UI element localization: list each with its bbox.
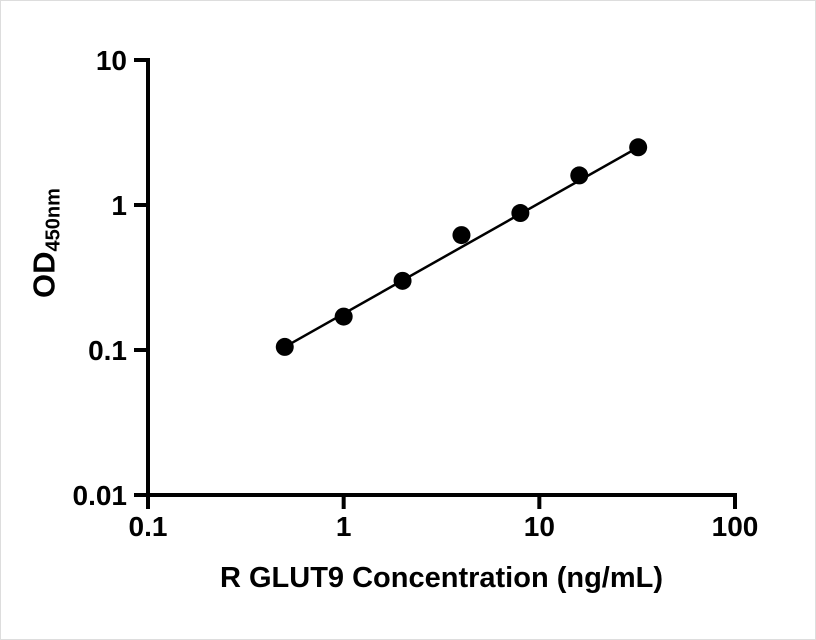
- x-tick-label: 1: [336, 511, 352, 542]
- x-tick-label: 10: [524, 511, 555, 542]
- y-tick-label: 0.01: [73, 480, 128, 511]
- y-tick-label: 10: [96, 45, 127, 76]
- x-tick-label: 0.1: [129, 511, 168, 542]
- x-tick-label: 100: [712, 511, 759, 542]
- x-axis-label: R GLUT9 Concentration (ng/mL): [219, 562, 664, 594]
- data-point: [275, 337, 294, 356]
- data-point: [511, 204, 530, 223]
- y-axis-label: OD450nm: [27, 188, 66, 298]
- y-axis-label-subscript: 450nm: [42, 188, 65, 252]
- data-point: [393, 271, 412, 290]
- y-axis-label-main: OD: [26, 251, 62, 298]
- axes-spines: [146, 58, 737, 497]
- data-point: [334, 307, 353, 326]
- data-point: [629, 138, 648, 157]
- y-tick-label: 0.1: [88, 335, 127, 366]
- data-point: [452, 226, 471, 245]
- data-point: [570, 166, 589, 185]
- y-tick-label: 1: [111, 190, 127, 221]
